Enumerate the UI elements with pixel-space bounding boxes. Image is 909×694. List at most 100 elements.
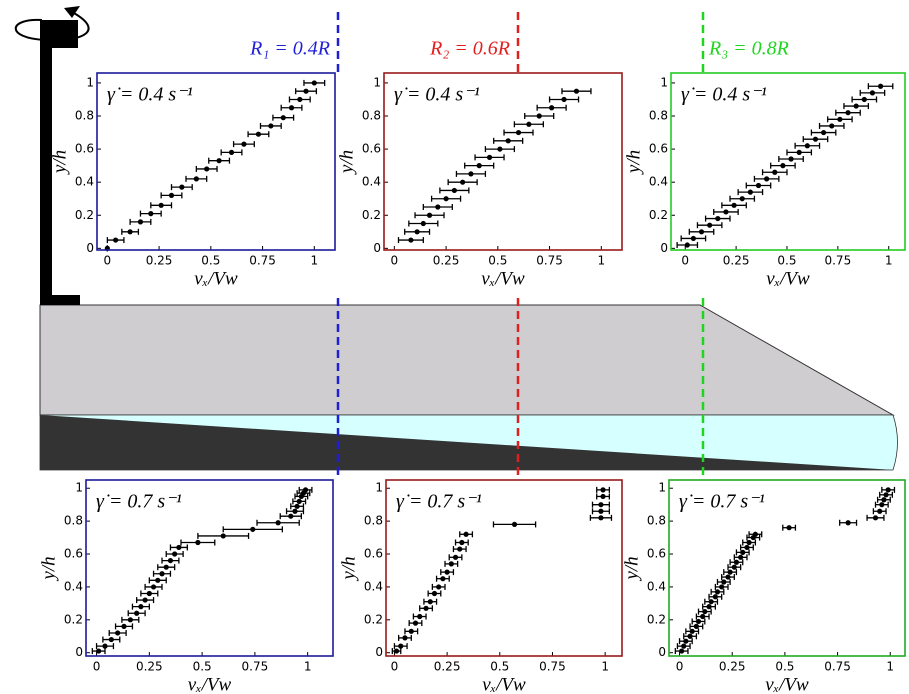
x-tick-label: 0.25	[723, 254, 750, 268]
y-tick-label: 0	[75, 645, 83, 659]
x-tick-label: 0.5	[488, 254, 507, 268]
x-tick-label: 0.25	[136, 660, 163, 674]
data-point	[459, 539, 465, 546]
data-point	[600, 493, 606, 500]
y-tick-label: 0.4	[647, 579, 666, 593]
data-point	[311, 80, 317, 86]
data-point	[431, 590, 438, 597]
x-tick-label: 0.5	[193, 660, 212, 674]
y-tick-label: 0.4	[75, 175, 94, 189]
data-point	[220, 533, 226, 539]
data-point	[146, 590, 152, 597]
data-point	[457, 546, 463, 552]
data-point	[679, 648, 685, 654]
data-point	[193, 176, 199, 182]
y-tick-label: 0.8	[364, 514, 383, 528]
data-point	[885, 487, 891, 493]
data-point	[740, 549, 746, 555]
x-tick-label: 1	[886, 660, 894, 674]
x-tick-label: 0	[391, 660, 399, 674]
data-point	[600, 487, 606, 493]
y-tick-label: 0.8	[75, 109, 94, 123]
data-point	[179, 184, 185, 190]
annotation: γ̇ = 0.4 s⁻¹	[394, 84, 480, 106]
data-point	[804, 143, 810, 149]
y-tick-label: 1	[375, 481, 383, 495]
data-point	[829, 123, 835, 129]
y-tick-label: 1	[373, 75, 381, 89]
data-point	[250, 526, 256, 532]
data-point	[268, 123, 274, 129]
annotation: γ̇ = 0.7 s⁻¹	[96, 491, 182, 513]
x-tick-label: 0.75	[536, 254, 563, 268]
data-point	[168, 192, 175, 199]
y-tick-label: 0.6	[364, 547, 383, 561]
data-point	[861, 96, 867, 103]
data-point	[412, 620, 419, 626]
data-point	[195, 539, 201, 546]
data-point	[515, 129, 522, 136]
y-tick-label: 0	[660, 241, 668, 255]
data-point	[573, 88, 580, 94]
y-axis-label: y/h	[38, 556, 59, 581]
data-point	[731, 564, 737, 570]
y-tick-label: 0	[373, 241, 381, 255]
data-point	[241, 141, 247, 147]
data-point	[440, 576, 446, 582]
data-point	[398, 643, 404, 649]
radius-label: R₂ = 0.6R	[429, 38, 510, 60]
data-point	[102, 643, 108, 649]
data-point	[414, 229, 420, 235]
data-point	[780, 163, 786, 169]
data-point	[280, 115, 286, 121]
data-point	[689, 628, 695, 634]
x-tick-label: 0	[93, 660, 101, 674]
x-tick-label: 1	[885, 254, 893, 268]
data-point	[536, 113, 542, 119]
data-point	[127, 229, 133, 235]
data-point	[408, 628, 414, 634]
y-tick-label: 0.2	[649, 208, 668, 222]
data-point	[796, 149, 802, 156]
data-point	[443, 196, 449, 202]
panel: 0 0.25 0.5 0.75 1 0 0.2 0.4 0.6 0.8 1 γ̇ = 0.7 s⁻¹ v…	[621, 479, 906, 694]
panel: 0 0.25 0.5 0.75 1 0 0.2 0.4 0.6 0.8 1 γ̇ = 0.7 s⁻¹ v…	[338, 479, 623, 694]
data-point	[452, 554, 459, 560]
x-tick-label: 0	[676, 660, 684, 674]
data-point	[812, 136, 819, 142]
data-point	[883, 492, 889, 498]
data-point	[702, 608, 708, 615]
y-tick-label: 0.8	[64, 514, 83, 528]
data-point	[598, 515, 604, 521]
data-point	[505, 138, 511, 144]
x-axis-label: vₓ/Vw	[765, 674, 809, 694]
data-point	[725, 574, 731, 580]
data-point	[706, 604, 712, 610]
y-tick-label: 0.2	[362, 208, 381, 222]
data-point	[684, 242, 690, 248]
data-point	[402, 635, 408, 641]
data-point	[476, 163, 482, 169]
x-tick-label: 0.25	[434, 660, 461, 674]
data-point	[294, 503, 300, 509]
y-tick-label: 1	[86, 75, 94, 89]
data-point	[96, 648, 102, 654]
data-point	[138, 604, 144, 610]
data-point	[420, 220, 426, 227]
plot-frame	[670, 72, 906, 251]
y-axis-label: y/h	[338, 556, 359, 581]
data-point	[115, 630, 121, 636]
data-point	[877, 508, 883, 514]
data-point	[393, 648, 400, 654]
y-tick-label: 0.4	[362, 175, 381, 189]
plot-area	[671, 73, 905, 250]
data-point	[302, 487, 309, 493]
y-tick-label: 0.2	[647, 612, 666, 626]
data-point	[427, 599, 433, 605]
y-tick-label: 0.8	[647, 514, 666, 528]
data-point	[714, 589, 721, 595]
y-tick-label: 0	[375, 645, 383, 659]
data-point	[733, 559, 740, 565]
x-tick-label: 0.75	[539, 660, 566, 674]
